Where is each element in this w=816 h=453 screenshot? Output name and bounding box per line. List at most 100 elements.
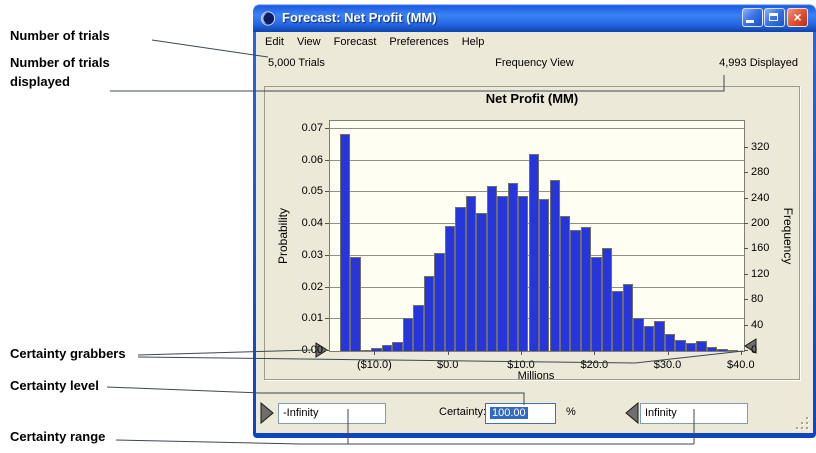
- histogram-bar: [685, 342, 697, 351]
- callout-line-certainty-range: [115, 439, 694, 445]
- x-axis-tick-mark: [447, 351, 449, 355]
- x-axis-tick-label: ($10.0): [356, 359, 392, 371]
- histogram-bar: [706, 346, 718, 351]
- x-axis-tick-mark: [374, 351, 376, 355]
- histogram-bar: [696, 340, 707, 351]
- histogram-bar: [476, 213, 487, 351]
- x-axis-tick-label: $20.0: [580, 359, 609, 371]
- menu-view[interactable]: View: [296, 36, 321, 48]
- histogram-bar: [518, 195, 529, 351]
- probability-tick-mark: [325, 318, 329, 320]
- close-icon: ×: [793, 9, 802, 25]
- range-grabber-left[interactable]: [258, 401, 275, 425]
- x-axis-tick-label: $0.0: [436, 359, 459, 371]
- histogram-bar: [381, 344, 393, 351]
- histogram-bar: [633, 317, 644, 351]
- probability-tick-mark: [325, 191, 329, 193]
- frequency-tick-label: 280: [751, 166, 770, 179]
- x-axis-tick-mark: [594, 351, 596, 355]
- histogram-bar: [350, 257, 361, 351]
- probability-tick-label: 0.07: [301, 121, 323, 134]
- probability-tick-mark: [325, 254, 329, 256]
- close-button[interactable]: ×: [787, 8, 808, 27]
- percent-sign: %: [566, 406, 576, 418]
- frequency-tick-mark: [744, 350, 748, 351]
- histogram-bar: [549, 179, 560, 351]
- histogram-bar: [413, 305, 424, 351]
- histogram-bar: [392, 341, 403, 351]
- frequency-tick-label: 0: [751, 344, 758, 356]
- annotation-certainty-range: Certainty range: [10, 429, 106, 444]
- histogram-bar: [465, 195, 477, 351]
- probability-tick-mark: [325, 159, 329, 161]
- frequency-tick-mark: [744, 299, 748, 301]
- x-axis-tick-label: $30.0: [653, 359, 682, 371]
- range-grabber-right[interactable]: [624, 401, 641, 425]
- displayed-count: 4,993 Displayed: [719, 57, 798, 69]
- probability-tick-label: 0.05: [301, 185, 323, 198]
- status-row: 5,000 Trials Frequency View 4,993 Displa…: [256, 55, 813, 72]
- histogram-bar: [434, 252, 445, 351]
- histogram-bar: [371, 347, 382, 351]
- trials-count: 5,000 Trials: [268, 57, 325, 69]
- histogram-bar: [559, 216, 571, 351]
- probability-tick-label: 0.02: [301, 280, 323, 293]
- frequency-tick-label: 120: [751, 267, 770, 280]
- certainty-selected-text: 100.00: [490, 407, 528, 419]
- histogram-bar: [539, 198, 550, 351]
- annotation-certainty-level: Certainty level: [10, 378, 99, 393]
- probability-tick-label: 0.04: [301, 217, 323, 230]
- histogram-bar: [717, 349, 728, 351]
- certainty-input[interactable]: 100.00: [485, 403, 556, 424]
- annotation-number-of-trials: Number of trials: [10, 28, 110, 43]
- certainty-grabber-right[interactable]: [743, 338, 758, 354]
- histogram-bar: [580, 227, 592, 351]
- histogram-bar: [643, 325, 655, 351]
- minimize-button[interactable]: [742, 8, 763, 27]
- chart-title: Net Profit (MM): [485, 91, 579, 106]
- menu-forecast[interactable]: Forecast: [333, 36, 377, 48]
- histogram-bar: [570, 230, 581, 351]
- probability-tick-label: 0.06: [301, 153, 323, 166]
- menu-bar: Edit View Forecast Preferences Help: [256, 32, 813, 52]
- frequency-tick-mark: [744, 222, 748, 224]
- range-min-input[interactable]: -Infinity: [278, 403, 386, 424]
- histogram-bar: [727, 350, 739, 351]
- histogram-bar: [423, 276, 435, 351]
- title-bar[interactable]: Forecast: Net Profit (MM) ×: [253, 4, 816, 32]
- minimize-icon: [746, 20, 754, 23]
- menu-help[interactable]: Help: [461, 36, 485, 48]
- range-max-input[interactable]: Infinity: [640, 403, 748, 424]
- histogram-bar: [455, 206, 466, 351]
- frequency-tick-mark: [744, 197, 748, 199]
- histogram-plot-area: [329, 120, 745, 352]
- histogram-bar: [402, 317, 414, 351]
- menu-preferences[interactable]: Preferences: [389, 36, 449, 48]
- histogram-bar: [622, 284, 634, 351]
- maximize-icon: [769, 13, 778, 21]
- probability-tick-mark: [325, 127, 329, 129]
- probability-tick-mark: [325, 223, 329, 225]
- probability-tick-mark: [325, 286, 329, 288]
- frequency-tick-label: 200: [751, 216, 770, 229]
- histogram-bar: [528, 154, 539, 351]
- probability-tick-label: 0.00: [301, 344, 323, 356]
- probability-tick-label: 0.03: [301, 248, 323, 261]
- menu-edit[interactable]: Edit: [265, 36, 284, 48]
- probability-axis-label: Probability: [276, 207, 290, 265]
- histogram-bar: [339, 133, 351, 351]
- histogram-bar: [591, 257, 602, 351]
- certainty-label: Certainty:: [439, 406, 487, 418]
- histogram-bar: [486, 186, 498, 351]
- maximize-button[interactable]: [764, 8, 785, 27]
- frequency-tick-label: 240: [751, 191, 770, 204]
- resize-grip[interactable]: [796, 417, 810, 431]
- histogram-bar: [654, 320, 665, 351]
- annotation-certainty-grabbers: Certainty grabbers: [10, 346, 126, 361]
- frequency-tick-mark: [744, 324, 748, 326]
- window-title: Forecast: Net Profit (MM): [282, 10, 437, 25]
- probability-tick-mark: [325, 350, 329, 351]
- x-axis-tick-mark: [521, 351, 522, 355]
- annotation-number-of-trials-displayed: Number of trials displayed: [10, 55, 110, 89]
